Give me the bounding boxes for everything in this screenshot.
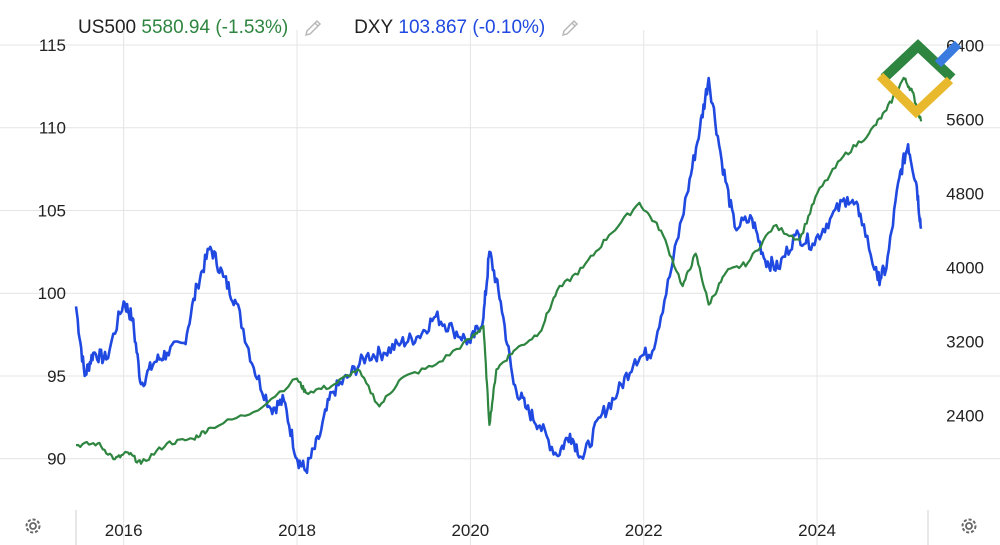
series	[74, 76, 923, 475]
series-line-dxy	[74, 76, 923, 475]
legend-value-dxy: 103.867	[398, 17, 468, 38]
edit-dxy-pencil-icon[interactable]	[559, 17, 581, 39]
series-line-us500	[75, 76, 923, 465]
left-axis-tick-label: 95	[47, 367, 66, 386]
brand-logo	[876, 39, 962, 119]
edit-us500-pencil-icon[interactable]	[302, 17, 324, 39]
legend-change-dxy: (-0.10%)	[472, 17, 546, 38]
right-axis-tick-label: 4800	[946, 185, 984, 204]
legend-symbol-dxy[interactable]: DXY	[354, 17, 394, 38]
left-axis-tick-label: 115	[39, 36, 66, 55]
x-axis-tick-label: 2016	[105, 521, 143, 540]
right-axis-tick-label: 2400	[946, 407, 984, 426]
left-axis-tick-label: 90	[47, 450, 66, 469]
x-axis-tick-label: 2022	[625, 521, 663, 540]
x-axis-tick-label: 2018	[278, 521, 316, 540]
right-axis-tick-label: 4000	[946, 259, 984, 278]
legend-change-us500: (-1.53%)	[215, 17, 289, 38]
legend-value-us500: 5580.94	[141, 17, 211, 38]
x-axis-tick-label: 2020	[451, 521, 489, 540]
right-settings-gear-icon[interactable]	[958, 515, 980, 537]
left-axis-tick-label: 105	[38, 201, 66, 220]
left-axis-tick-label: 110	[39, 119, 66, 138]
axes	[75, 510, 929, 545]
grid-lines	[0, 30, 1000, 545]
tick-labels: 1151101051009590640056004800400032002400…	[38, 36, 984, 540]
left-axis-tick-label: 100	[38, 284, 66, 303]
right-axis-tick-label: 3200	[946, 333, 984, 352]
x-axis-tick-label: 2024	[798, 521, 836, 540]
right-axis-tick-label: 5600	[946, 111, 984, 130]
chart-legend: US500 5580.94 (-1.53%) DXY 103.867 (-0.1…	[78, 17, 581, 39]
legend-symbol-us500[interactable]: US500	[78, 17, 137, 38]
left-settings-gear-icon[interactable]	[22, 515, 44, 537]
